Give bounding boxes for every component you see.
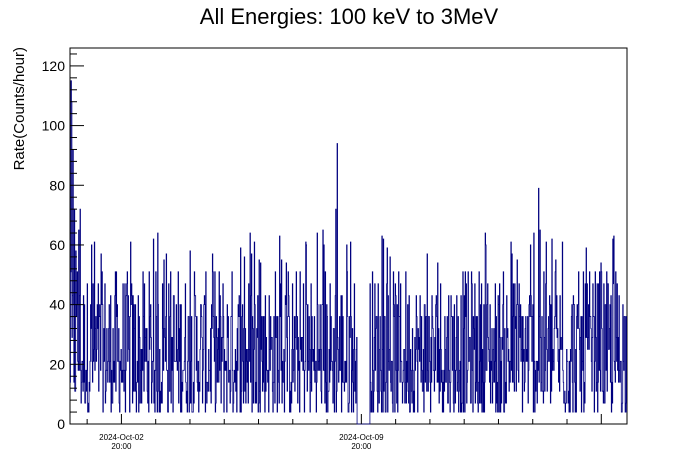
y-tick-label: 40 bbox=[49, 297, 65, 313]
x-tick-label: 20:00 bbox=[351, 442, 372, 451]
y-tick-label: 100 bbox=[42, 118, 66, 134]
plot-frame bbox=[69, 47, 628, 425]
y-axis-label: Rate(Counts/hour) bbox=[11, 47, 28, 170]
y-tick-label: 60 bbox=[49, 237, 65, 253]
y-tick-label: 0 bbox=[57, 416, 65, 432]
x-tick-label: 20:00 bbox=[111, 442, 132, 451]
chart-title: All Energies: 100 keV to 3MeV bbox=[200, 4, 499, 29]
y-tick-label: 20 bbox=[49, 356, 65, 372]
rate-series-line bbox=[70, 80, 627, 425]
x-tick-label: 2024-Oct-09 bbox=[339, 433, 384, 442]
data-series bbox=[70, 80, 627, 425]
y-tick-label: 120 bbox=[42, 58, 66, 74]
y-axis: 0 20 40 60 80 100 120 bbox=[42, 53, 84, 432]
x-tick-label: 2024-Oct-02 bbox=[99, 433, 144, 442]
y-tick-label: 80 bbox=[49, 177, 65, 193]
